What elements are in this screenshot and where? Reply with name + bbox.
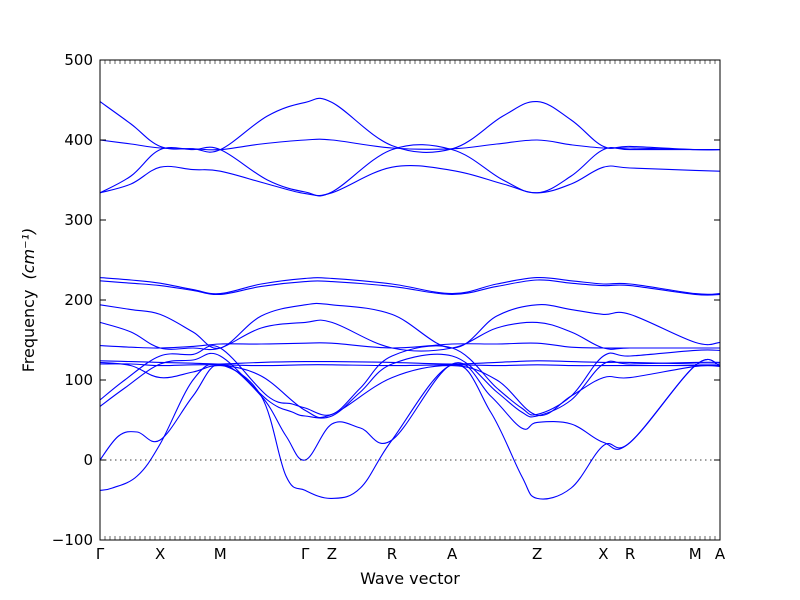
- band-line-2: [99, 138, 721, 151]
- band-line-7: [99, 302, 721, 349]
- band-line-10: [99, 360, 721, 365]
- band-line-13: [99, 358, 721, 461]
- y-axis-label-unit: (cm⁻¹): [19, 228, 38, 280]
- y-tick-label: −100: [52, 531, 93, 549]
- x-tick-label: Γ: [301, 545, 310, 563]
- x-tick-label: A: [447, 545, 458, 563]
- y-axis-label-text: Frequency: [19, 290, 38, 373]
- y-tick-label: 200: [64, 291, 93, 309]
- x-axis-label: Wave vector: [360, 569, 460, 588]
- band-line-4: [99, 165, 721, 197]
- x-tick-label: X: [155, 545, 165, 563]
- x-tick-label: R: [625, 545, 635, 563]
- band-line-14: [99, 358, 721, 500]
- x-tick-label: Γ: [96, 545, 105, 563]
- y-tick-label: 0: [83, 451, 93, 469]
- x-tick-label: M: [689, 545, 702, 563]
- x-tick-label: R: [387, 545, 397, 563]
- y-tick-label: 500: [64, 51, 93, 69]
- band-line-5: [99, 276, 721, 295]
- band-line-11: [99, 345, 721, 416]
- x-tick-label: Z: [532, 545, 542, 563]
- band-lines: [99, 97, 721, 500]
- x-tick-label: X: [598, 545, 608, 563]
- band-line-15: [99, 363, 720, 367]
- band-line-12: [99, 352, 721, 419]
- x-tick-label: Z: [327, 545, 337, 563]
- y-tick-label: 400: [64, 131, 93, 149]
- band-line-6: [99, 279, 721, 296]
- band-line-1: [99, 97, 721, 153]
- band-line-9: [99, 342, 720, 349]
- y-tick-label: 100: [64, 371, 93, 389]
- band-line-16: [99, 361, 721, 419]
- x-tick-label: A: [715, 545, 726, 563]
- band-line-3: [99, 144, 720, 197]
- y-axis: −100 0 100 200 300 400 500: [52, 51, 720, 549]
- plot-frame: [99, 59, 721, 541]
- x-tick-label: M: [214, 545, 227, 563]
- y-axis-label: Frequency (cm⁻¹): [19, 228, 38, 372]
- y-tick-label: 300: [64, 211, 93, 229]
